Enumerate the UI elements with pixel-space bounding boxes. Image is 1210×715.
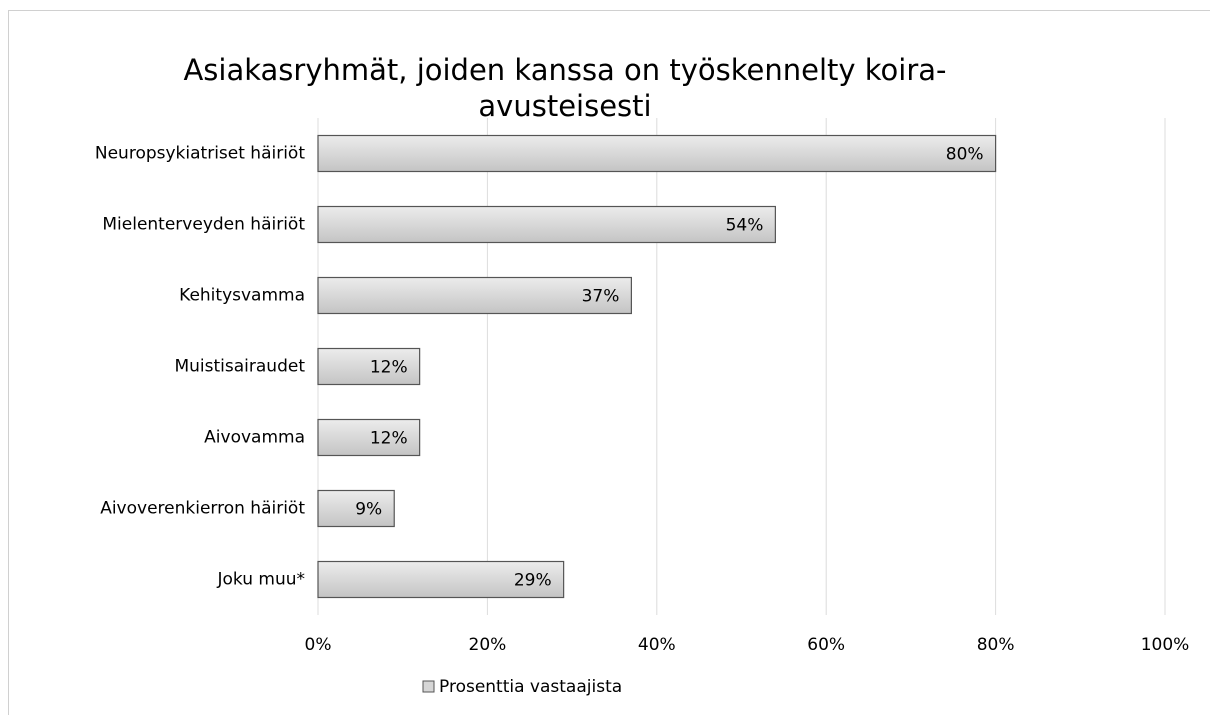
data-label: 9% <box>355 500 382 520</box>
data-label: 12% <box>370 429 408 449</box>
bar <box>317 134 997 173</box>
y-tick-label: Neuropsykiatriset häiriöt <box>95 144 305 164</box>
bar <box>317 489 395 528</box>
x-tick-label: 40% <box>638 635 676 655</box>
x-tick-label: 100% <box>1141 635 1190 655</box>
legend-swatch <box>422 680 435 693</box>
data-label: 54% <box>726 216 764 236</box>
y-tick-label: Muistisairaudet <box>174 357 305 377</box>
bar <box>317 276 632 315</box>
x-tick-label: 60% <box>807 635 845 655</box>
bar <box>317 560 565 599</box>
y-tick-label: Aivoverenkierron häiriöt <box>100 499 305 519</box>
chart-title: avusteisesti <box>478 89 651 123</box>
bar <box>317 347 421 386</box>
data-label: 29% <box>514 571 552 591</box>
data-label: 37% <box>582 287 620 307</box>
legend-label: Prosenttia vastaajista <box>439 677 622 697</box>
data-label: 80% <box>946 145 984 165</box>
y-tick-label: Aivovamma <box>204 428 305 448</box>
chart-frame <box>8 10 1210 715</box>
x-tick-label: 80% <box>977 635 1015 655</box>
y-tick-label: Joku muu* <box>216 570 305 590</box>
data-label: 12% <box>370 358 408 378</box>
y-tick-label: Mielenterveyden häiriöt <box>102 215 305 235</box>
y-tick-label: Kehitysvamma <box>179 286 305 306</box>
chart-title: Asiakasryhmät, joiden kanssa on työskenn… <box>183 53 946 87</box>
x-tick-label: 20% <box>469 635 507 655</box>
bar <box>317 418 421 457</box>
bar <box>317 205 776 244</box>
x-tick-label: 0% <box>305 635 332 655</box>
